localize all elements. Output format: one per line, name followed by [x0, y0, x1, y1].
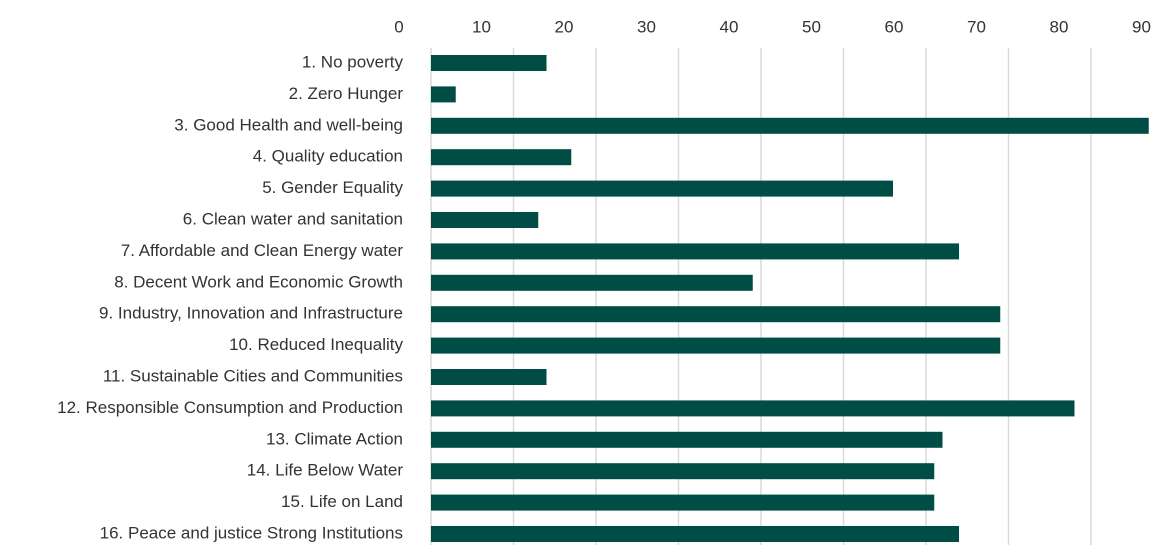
bar	[431, 306, 1001, 323]
x-tick-label: 30	[637, 17, 656, 36]
bar	[431, 463, 935, 480]
x-tick-label: 0	[394, 17, 403, 36]
x-tick-label: 90	[1132, 17, 1151, 36]
y-tick-label: 15. Life on Land	[281, 492, 403, 511]
x-tick-label: 20	[555, 17, 574, 36]
x-tick-label: 80	[1050, 17, 1069, 36]
x-tick-label: 40	[720, 17, 739, 36]
bar	[431, 494, 935, 511]
y-tick-label: 16. Peace and justice Strong Institution…	[100, 523, 403, 542]
y-tick-label: 10. Reduced Inequality	[229, 335, 403, 354]
y-tick-label: 14. Life Below Water	[247, 461, 404, 480]
bar	[431, 243, 959, 260]
bar	[431, 526, 959, 542]
x-tick-label: 10	[472, 17, 491, 36]
bar	[431, 149, 572, 166]
bar	[431, 117, 1149, 134]
bar	[431, 180, 893, 197]
bar	[431, 55, 547, 71]
x-tick-label: 60	[885, 17, 904, 36]
bar	[431, 86, 456, 103]
y-tick-label: 5. Gender Equality	[262, 178, 403, 197]
bar	[431, 212, 539, 228]
y-tick-label: 3. Good Health and well-being	[174, 115, 403, 134]
y-tick-label: 2. Zero Hunger	[289, 84, 404, 103]
y-tick-label: 13. Climate Action	[266, 429, 403, 448]
y-tick-label: 4. Quality education	[253, 147, 403, 166]
bar	[431, 337, 1001, 354]
x-tick-label: 70	[967, 17, 986, 36]
y-tick-label: 1. No poverty	[302, 52, 404, 71]
x-tick-label: 50	[802, 17, 821, 36]
y-tick-label: 6. Clean water and sanitation	[183, 209, 403, 228]
y-tick-label: 12. Responsible Consumption and Producti…	[57, 398, 403, 417]
y-tick-label: 11. Sustainable Cities and Communities	[103, 366, 403, 385]
bar	[431, 274, 753, 291]
bar	[431, 431, 943, 448]
y-tick-label: 8. Decent Work and Economic Growth	[114, 272, 403, 291]
bar	[431, 369, 547, 385]
y-tick-label: 7. Affordable and Clean Energy water	[121, 241, 404, 260]
bar	[431, 400, 1075, 417]
y-tick-label: 9. Industry, Innovation and Infrastructu…	[99, 304, 403, 323]
